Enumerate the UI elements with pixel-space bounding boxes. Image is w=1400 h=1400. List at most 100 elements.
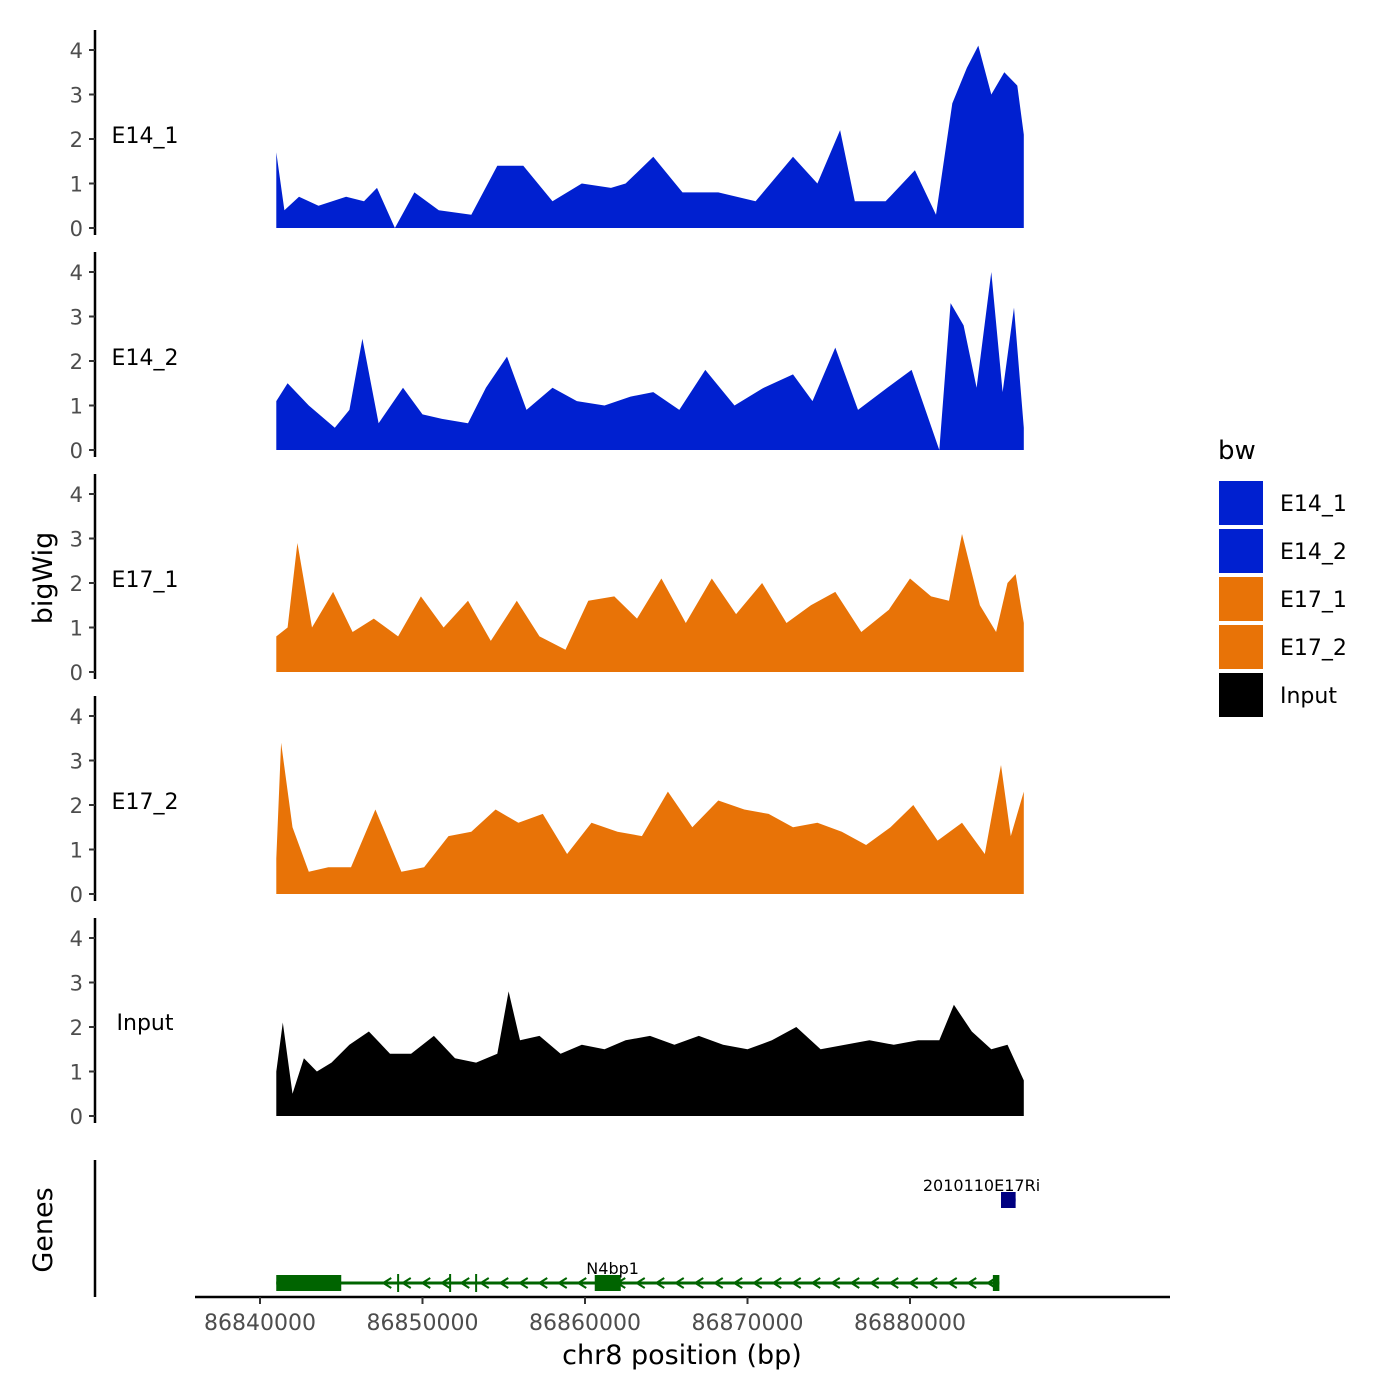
coverage-tracks: 0 1 2 3 4 E14_1 0 1 2 3 4 E14_2 0 1 2 3 4 E17_1 0 1 2 3 4 E17_2… [70, 30, 1024, 1129]
coverage-area [276, 742, 1024, 894]
x-tick-label: 86860000 [529, 1311, 641, 1336]
legend-label: E14_1 [1280, 492, 1347, 517]
coverage-area [276, 991, 1024, 1116]
legend-title: bw [1218, 436, 1256, 466]
y-tick-label: 0 [70, 217, 83, 241]
strand-arrow [459, 1277, 470, 1289]
y-axis-title: bigWig [28, 532, 59, 625]
genes-panel: Genes N4bp1 2010110E17Ri [28, 1160, 1040, 1297]
legend-swatch-e14-1 [1219, 481, 1263, 525]
y-tick-label: 4 [70, 39, 83, 63]
strand-arrow [478, 1277, 490, 1289]
track-label: E14_1 [112, 124, 179, 149]
strand-arrow [439, 1277, 451, 1289]
legend-label: E14_2 [1280, 540, 1347, 565]
y-tick-label: 0 [70, 1105, 83, 1129]
y-tick-label: 2 [70, 1016, 83, 1040]
strand-arrow [907, 1277, 919, 1289]
track-e17-2: 0 1 2 3 4 E17_2 [70, 696, 1024, 907]
legend-swatch-input [1219, 673, 1263, 717]
x-tick-label: 86870000 [692, 1311, 804, 1336]
strand-arrow [712, 1277, 724, 1289]
y-tick-label: 3 [70, 84, 83, 108]
y-tick-label: 0 [70, 661, 83, 685]
strand-arrow [732, 1277, 743, 1289]
y-tick-label: 3 [70, 972, 83, 996]
genes-panel-title: Genes [28, 1187, 59, 1272]
strand-arrow [751, 1277, 763, 1289]
strand-arrow [400, 1277, 412, 1289]
y-tick-label: 0 [70, 439, 83, 463]
x-tick-label: 86840000 [204, 1311, 316, 1336]
x-axis: 86840000 86850000 86860000 86870000 86880000… [195, 1295, 1170, 1371]
y-tick-label: 0 [70, 883, 83, 907]
strand-arrow [517, 1277, 529, 1289]
y-tick-label: 1 [70, 617, 83, 641]
strand-arrow [576, 1277, 587, 1289]
y-tick-label: 1 [70, 839, 83, 863]
strand-arrow [634, 1277, 646, 1289]
y-tick-label: 2 [70, 794, 83, 818]
y-tick-label: 1 [70, 173, 83, 197]
exon [276, 1275, 342, 1291]
y-tick-label: 1 [70, 395, 83, 419]
strand-arrow [946, 1277, 958, 1289]
track-e14-1: 0 1 2 3 4 E14_1 [70, 30, 1024, 241]
track-input: 0 1 2 3 4 Input [70, 918, 1024, 1129]
coverage-area [276, 45, 1024, 228]
strand-arrow [498, 1277, 509, 1289]
track-e14-2: 0 1 2 3 4 E14_2 [70, 252, 1024, 463]
legend: bw E14_1 E14_2 E17_1 E17_2 Input [1218, 436, 1347, 717]
y-tick-label: 2 [70, 572, 83, 596]
legend-label: Input [1280, 684, 1337, 709]
x-tick-label: 86850000 [367, 1311, 479, 1336]
x-tick-label: 86880000 [854, 1311, 966, 1336]
y-tick-label: 4 [70, 483, 83, 507]
strand-arrow [810, 1277, 821, 1289]
strand-arrow [927, 1277, 938, 1289]
track-label: E17_2 [112, 790, 179, 815]
gene-label: N4bp1 [586, 1259, 639, 1278]
y-tick-label: 2 [70, 350, 83, 374]
legend-label: E17_1 [1280, 588, 1347, 613]
strand-arrow [420, 1277, 431, 1289]
gene-label: 2010110E17Ri [923, 1176, 1040, 1195]
y-tick-label: 3 [70, 528, 83, 552]
strand-arrow [829, 1277, 841, 1289]
coverage-area [276, 534, 1024, 672]
legend-swatch-e14-2 [1219, 529, 1263, 573]
strand-arrow [888, 1277, 899, 1289]
legend-swatch-e17-2 [1219, 625, 1263, 669]
y-tick-label: 4 [70, 927, 83, 951]
strand-arrow [693, 1277, 704, 1289]
y-tick-label: 2 [70, 128, 83, 152]
strand-arrow [790, 1277, 802, 1289]
y-tick-label: 4 [70, 261, 83, 285]
exon [1001, 1192, 1016, 1208]
track-label: E17_1 [112, 568, 179, 593]
strand-arrow [537, 1277, 548, 1289]
strand-arrow [966, 1277, 977, 1289]
strand-arrow [654, 1277, 665, 1289]
strand-arrow [381, 1277, 392, 1289]
gene-2010110e17rik: 2010110E17Ri [923, 1176, 1040, 1208]
y-tick-label: 3 [70, 750, 83, 774]
exon [992, 1275, 1000, 1291]
exon [594, 1275, 621, 1291]
legend-label: E17_2 [1280, 636, 1347, 661]
coverage-area [276, 272, 1024, 450]
strand-arrow [673, 1277, 685, 1289]
track-e17-1: 0 1 2 3 4 E17_1 [70, 474, 1024, 685]
y-tick-label: 3 [70, 306, 83, 330]
gene-n4bp1: N4bp1 [276, 1259, 1000, 1292]
y-tick-label: 4 [70, 705, 83, 729]
strand-arrow [556, 1277, 568, 1289]
legend-swatch-e17-1 [1219, 577, 1263, 621]
track-label: E14_2 [112, 346, 179, 371]
strand-arrow [868, 1277, 880, 1289]
strand-arrow [771, 1277, 782, 1289]
y-tick-label: 1 [70, 1061, 83, 1085]
strand-arrow [849, 1277, 860, 1289]
x-axis-title: chr8 position (bp) [562, 1340, 802, 1371]
